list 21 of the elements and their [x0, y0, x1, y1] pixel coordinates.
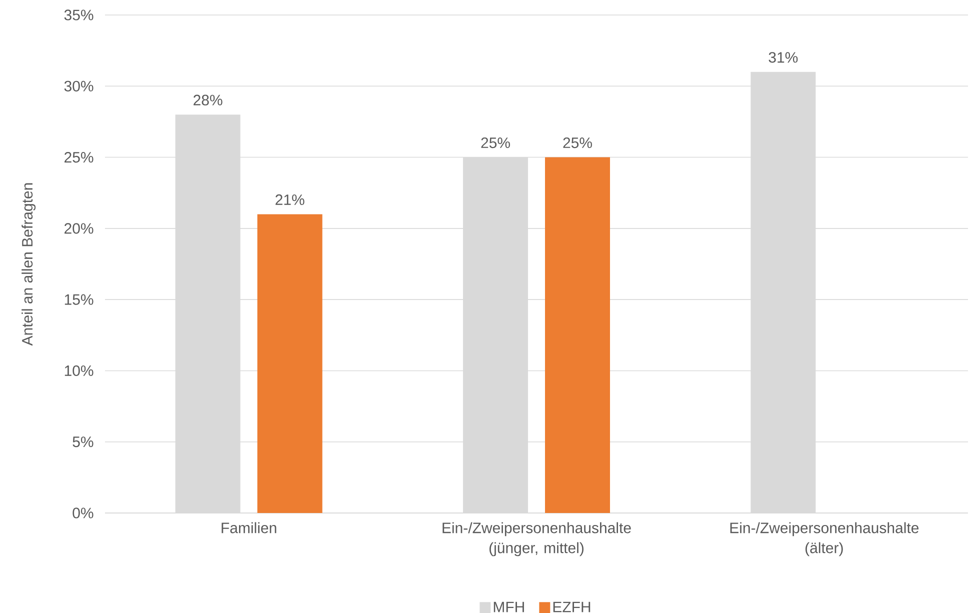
data-label: 25% — [481, 137, 510, 148]
x-tick-label: Ein-/Zweipersonenhaushalte (jünger, mittel) — [442, 522, 631, 556]
y-tick-label: 25% — [64, 152, 94, 163]
y-tick-label: 5% — [72, 436, 94, 448]
x-tick-label: Ein-/Zweipersonenhaushalte (älter) — [730, 522, 919, 556]
x-tick-label: Familien — [222, 522, 276, 534]
data-label: 31% — [768, 52, 798, 63]
y-tick-label: 20% — [64, 223, 94, 234]
y-tick-label: 0% — [72, 508, 94, 518]
legend-label: EZFH — [553, 602, 590, 612]
bar — [257, 214, 322, 513]
y-tick-label: 15% — [64, 294, 94, 305]
y-tick-label: 10% — [64, 365, 94, 376]
y-axis-title: Anteil an allen Befragten — [22, 183, 36, 346]
data-label: 25% — [563, 137, 592, 148]
y-tick-label: 30% — [64, 80, 94, 92]
y-tick-label: 35% — [64, 10, 94, 20]
legend-label: MFH — [494, 602, 524, 612]
data-label: 21% — [276, 194, 304, 206]
bar — [545, 157, 610, 513]
data-label: 28% — [194, 94, 222, 106]
